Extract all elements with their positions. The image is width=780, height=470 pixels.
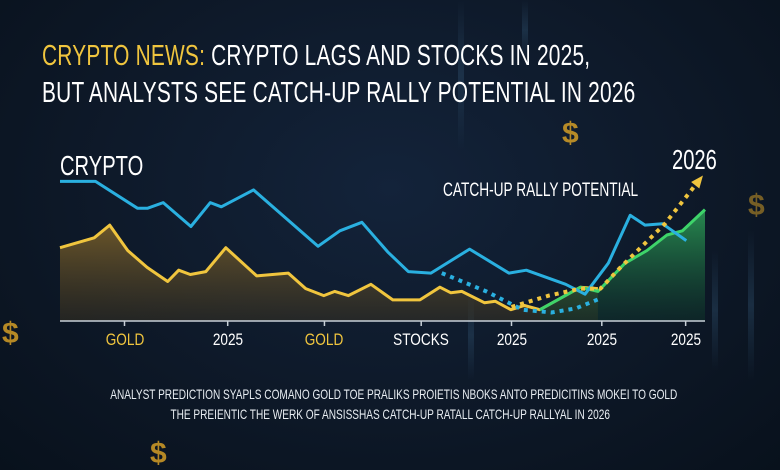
series-label-crypto: CRYPTO — [60, 150, 144, 181]
x-tick-label: GOLD — [105, 330, 144, 349]
headline: CRYPTO NEWS: CRYPTO LAGS AND STOCKS IN 2… — [42, 38, 780, 112]
x-tick-label: GOLD — [305, 330, 344, 349]
dollar-sign-icon: $ — [748, 189, 765, 222]
year-label-2026: 2026 — [672, 144, 717, 175]
headline-line2: BUT ANALYSTS SEE CATCH-UP RALLY POTENTIA… — [42, 77, 636, 109]
x-tick-label: 2025 — [496, 330, 527, 349]
background-streak — [468, 290, 474, 380]
x-tick-label: 2025 — [670, 330, 701, 349]
background-streak — [712, 250, 718, 370]
background-streak — [458, 0, 464, 150]
headline-prefix: CRYPTO NEWS: — [42, 40, 206, 72]
x-tick-label: 2025 — [212, 330, 243, 349]
caption-line1: ANALYST PREDICTION SYAPLS COMANO GOLD TO… — [110, 386, 678, 402]
background-streak — [522, 0, 528, 60]
headline-line1: CRYPTO LAGS AND STOCKS IN 2025, — [211, 40, 591, 72]
dollar-sign-icon: $ — [150, 437, 167, 470]
dollar-sign-icon: $ — [2, 317, 19, 350]
crypto-projection-line — [441, 271, 602, 315]
x-tick-label: 2025 — [586, 330, 617, 349]
annotation-catch-up: CATCH-UP RALLY POTENTIAL — [443, 180, 639, 201]
x-tick-label: STOCKS — [393, 330, 450, 349]
dollar-sign-icon: $ — [562, 117, 579, 150]
gold-area — [60, 225, 598, 321]
caption-line2: THE PREIENTIC THE WERK OF ANSISSHAS CATC… — [170, 406, 610, 422]
background-streak — [748, 230, 754, 380]
arrow-up-icon — [691, 175, 703, 189]
